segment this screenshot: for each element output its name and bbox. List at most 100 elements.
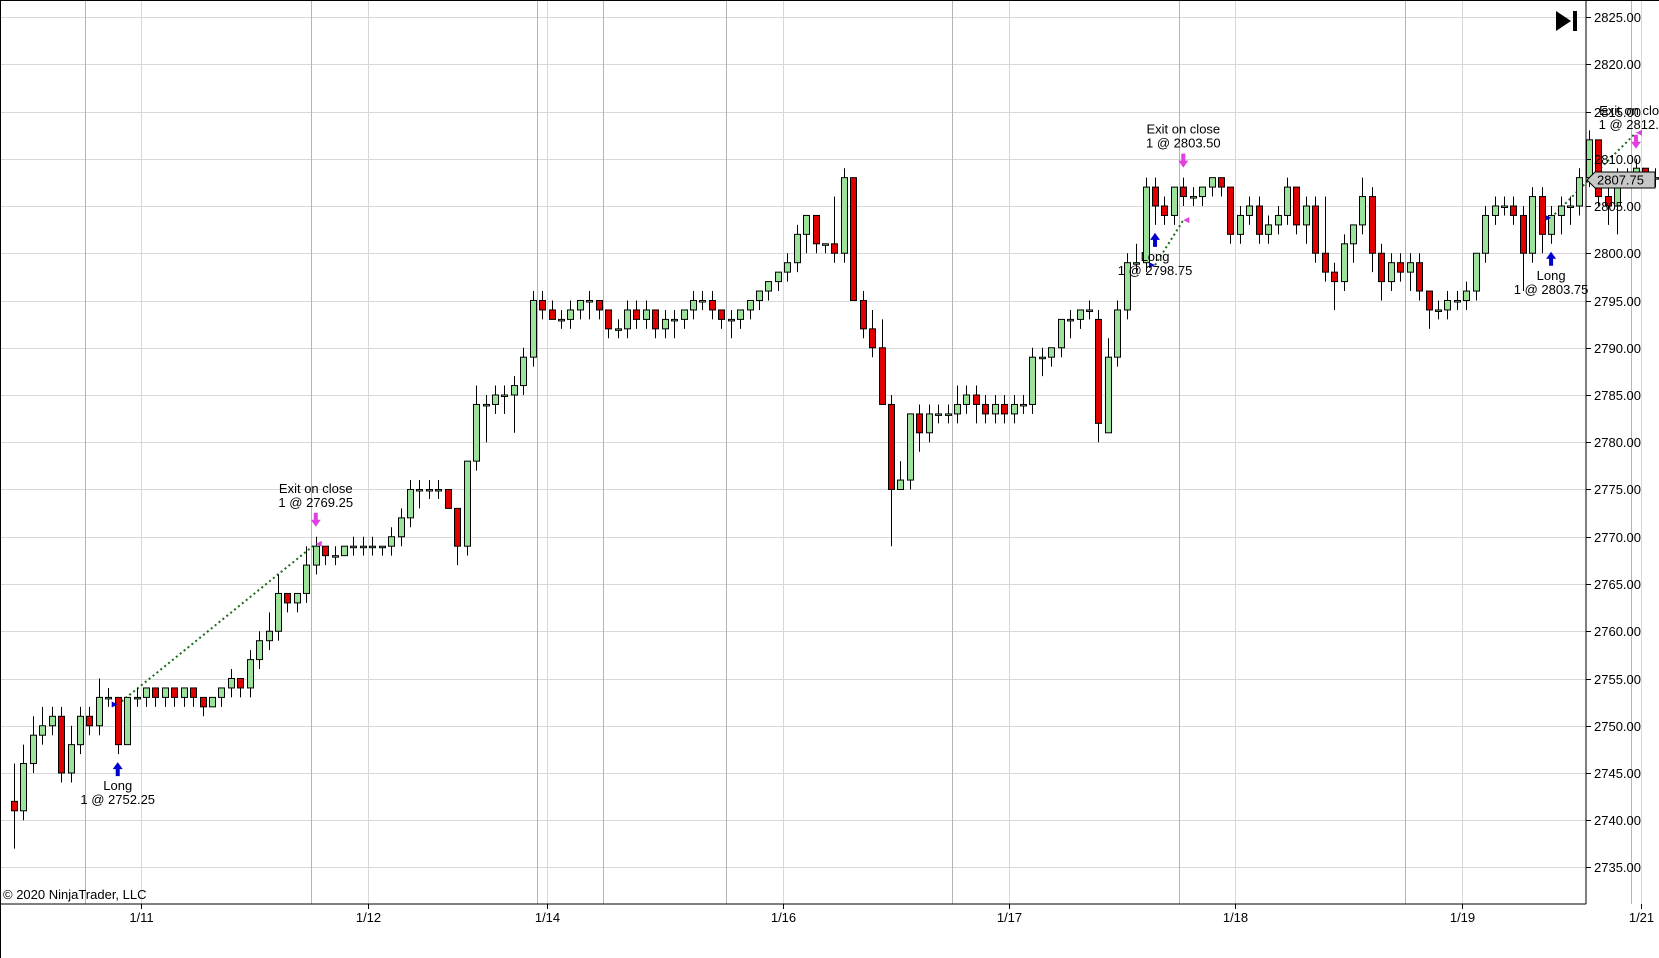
candle-body bbox=[379, 545, 386, 549]
candle bbox=[77, 706, 84, 755]
candle bbox=[407, 480, 414, 528]
entry-label-line2: 1 @ 2752.25 bbox=[80, 792, 155, 807]
candle bbox=[388, 527, 395, 556]
candle-body bbox=[124, 696, 131, 746]
candle-body bbox=[152, 687, 159, 698]
candle-body bbox=[1095, 318, 1102, 424]
candle-body bbox=[1586, 139, 1593, 179]
candle-body bbox=[1341, 243, 1348, 283]
candle bbox=[1435, 300, 1442, 320]
candle bbox=[1143, 177, 1150, 273]
candle bbox=[1482, 206, 1489, 263]
candle bbox=[709, 291, 716, 320]
candle bbox=[888, 395, 895, 547]
candle bbox=[897, 461, 904, 490]
candle-body bbox=[681, 309, 688, 320]
candle-body bbox=[1293, 186, 1300, 226]
candle-body bbox=[1152, 186, 1159, 207]
candle-body bbox=[879, 347, 886, 405]
candle bbox=[341, 545, 348, 557]
candle-body bbox=[39, 725, 46, 736]
x-tick-label: 1/19 bbox=[1450, 910, 1475, 925]
candle bbox=[124, 696, 131, 746]
candle-body bbox=[398, 517, 405, 538]
candle bbox=[237, 678, 244, 698]
candle bbox=[935, 404, 942, 424]
y-tick-label: 2765.00 bbox=[1594, 577, 1641, 592]
candle bbox=[718, 309, 725, 329]
candle-body bbox=[586, 300, 593, 303]
candle-body bbox=[388, 536, 395, 547]
candle-body bbox=[982, 403, 989, 415]
candle-body bbox=[1161, 205, 1168, 216]
candle-body bbox=[416, 489, 423, 492]
candle bbox=[1095, 309, 1102, 443]
candle-body bbox=[747, 300, 754, 311]
candle bbox=[1180, 177, 1187, 206]
candle-body bbox=[926, 413, 933, 434]
candle bbox=[973, 385, 980, 424]
candle bbox=[699, 291, 706, 310]
candle-body bbox=[350, 545, 357, 549]
candle-body bbox=[539, 300, 546, 311]
candle-body bbox=[1237, 214, 1244, 235]
candle-body bbox=[426, 489, 433, 492]
candle-body bbox=[963, 394, 970, 405]
candle-body bbox=[190, 687, 197, 698]
candle-body bbox=[171, 687, 178, 698]
candle-body bbox=[737, 309, 744, 320]
candle bbox=[1077, 309, 1084, 329]
candle bbox=[1407, 253, 1414, 292]
y-tick-label: 2775.00 bbox=[1594, 482, 1641, 497]
candle-body bbox=[247, 659, 254, 689]
candle bbox=[313, 536, 320, 575]
candle bbox=[1133, 243, 1140, 273]
candle bbox=[11, 763, 18, 849]
candle bbox=[747, 300, 754, 320]
candle-body bbox=[483, 403, 490, 407]
candle-body bbox=[728, 318, 735, 322]
candle-body bbox=[511, 385, 518, 396]
y-axis[interactable]: 2735.00 2740.00 2745.00 2750.00 2755.00 2760.… bbox=[1586, 10, 1641, 875]
candle bbox=[171, 687, 178, 707]
candle-body bbox=[756, 290, 763, 301]
candle-body bbox=[11, 800, 18, 812]
candle-body bbox=[181, 687, 188, 698]
candle-body bbox=[1444, 300, 1451, 311]
entry-execution-tick bbox=[111, 701, 118, 708]
x-tick-label: 1/21 bbox=[1629, 910, 1654, 925]
y-tick-label: 2740.00 bbox=[1594, 813, 1641, 828]
entry-label-line2: 1 @ 2803.75 bbox=[1514, 282, 1589, 297]
candle-body bbox=[1605, 196, 1612, 207]
candle-body bbox=[1124, 262, 1131, 311]
y-tick-label: 2785.00 bbox=[1594, 388, 1641, 403]
entry-execution-tick bbox=[1149, 262, 1156, 269]
candle-body bbox=[1058, 318, 1065, 349]
candle-body bbox=[1105, 356, 1112, 434]
candle-body bbox=[577, 300, 584, 311]
candle-body bbox=[1143, 186, 1150, 264]
copyright-text: © 2020 NinjaTrader, LLC bbox=[3, 887, 147, 902]
candle-body bbox=[228, 678, 235, 689]
candle bbox=[1020, 395, 1027, 414]
skip-to-end-icon[interactable] bbox=[1556, 11, 1577, 31]
candle-body bbox=[1492, 205, 1499, 216]
entry-execution-tick bbox=[1545, 214, 1552, 221]
candle bbox=[350, 536, 357, 556]
candle-body bbox=[1388, 262, 1395, 283]
x-axis[interactable]: 1/11 1/12 1/14 1/16 1/17 1/18 1/19 1/21 bbox=[129, 904, 1654, 925]
x-tick-label: 1/11 bbox=[129, 910, 153, 925]
candle-body bbox=[605, 309, 612, 330]
candle-body bbox=[200, 696, 207, 708]
candle bbox=[586, 291, 593, 320]
candle-body bbox=[1331, 271, 1338, 283]
candle bbox=[549, 300, 556, 320]
candle bbox=[596, 300, 603, 320]
last-price-label: 2807.75 bbox=[1597, 173, 1644, 188]
y-tick-label: 2815.00 bbox=[1594, 105, 1641, 120]
candle bbox=[1331, 262, 1338, 310]
candle-body bbox=[1303, 205, 1310, 226]
candle bbox=[134, 687, 141, 707]
candle-body bbox=[1199, 186, 1206, 198]
